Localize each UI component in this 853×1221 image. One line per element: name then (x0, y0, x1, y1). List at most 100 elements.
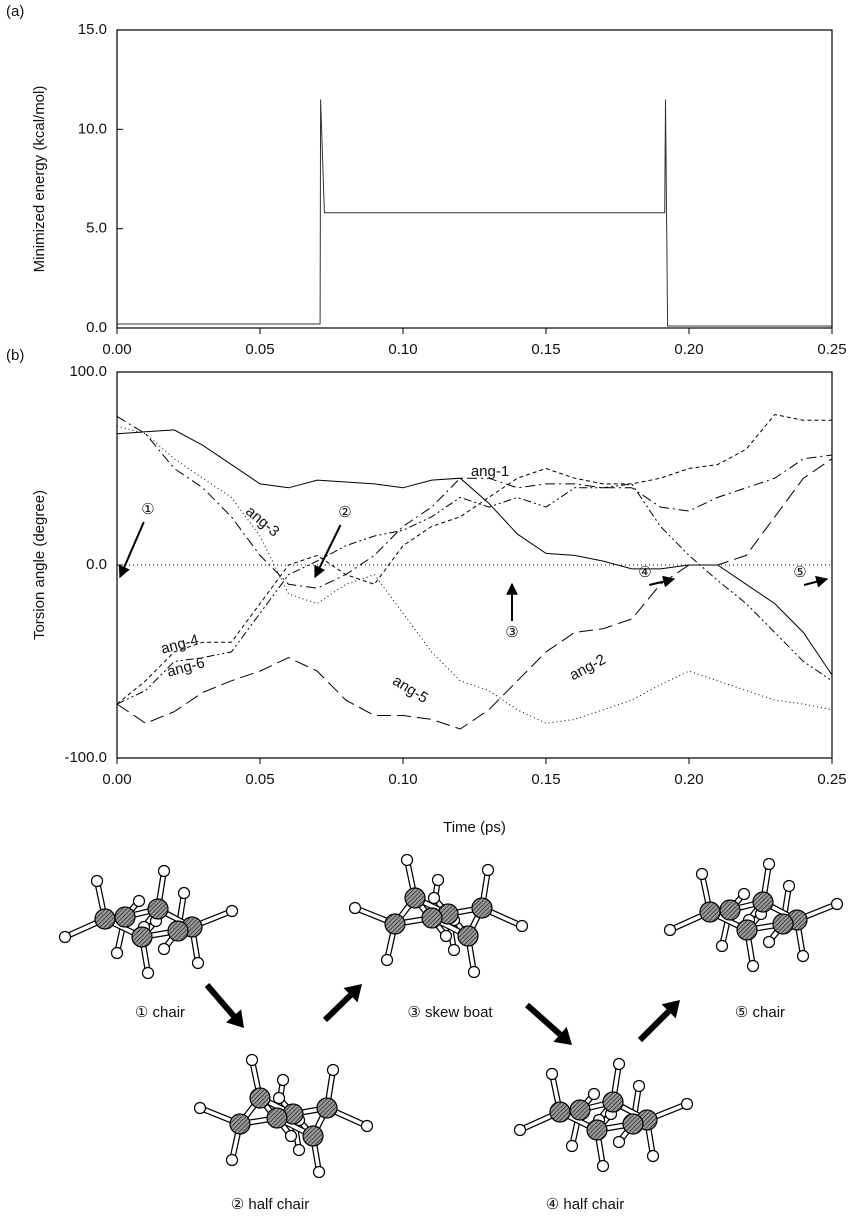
y-tick-label: 5.0 (86, 220, 107, 237)
hydrogen-atom (614, 1137, 625, 1148)
carbon-atom (603, 1092, 623, 1112)
annotation: ⑤ (793, 564, 806, 581)
hydrogen-atom (429, 893, 440, 904)
energy-line (117, 100, 832, 327)
annotation-arrow (120, 522, 144, 577)
panel-label: (a) (6, 3, 24, 20)
carbon-atom (737, 920, 757, 940)
series-label: ang-6 (165, 654, 206, 680)
hydrogen-atom (286, 1131, 297, 1142)
hydrogen-atom (433, 875, 444, 886)
carbon-atom (405, 888, 425, 908)
y-tick-label: -100.0 (64, 749, 107, 766)
hydrogen-atom (60, 932, 71, 943)
carbon-atom (570, 1100, 590, 1120)
x-tick-label: 0.00 (102, 341, 131, 358)
molecule (350, 855, 528, 978)
hydrogen-atom (227, 906, 238, 917)
annotation: ③ (505, 624, 518, 641)
molecule (515, 1059, 693, 1172)
carbon-atom (550, 1102, 570, 1122)
hydrogen-atom (784, 881, 795, 892)
molecule (60, 866, 238, 979)
hydrogen-atom (112, 948, 123, 959)
hydrogen-atom (517, 921, 528, 932)
hydrogen-atom (682, 1099, 693, 1110)
x-tick-label: 0.10 (388, 771, 417, 788)
carbon-atom (267, 1108, 287, 1128)
hydrogen-atom (832, 899, 843, 910)
molecule (665, 859, 843, 972)
hydrogen-atom (382, 955, 393, 966)
series-label: ang-4 (159, 631, 200, 657)
hydrogen-atom (179, 888, 190, 899)
hydrogen-atom (739, 889, 750, 900)
carbon-atom (317, 1098, 337, 1118)
hydrogen-atom (634, 1081, 645, 1092)
hydrogen-atom (362, 1121, 373, 1132)
step-arrow-shaft (640, 1011, 669, 1040)
hydrogen-atom (350, 903, 361, 914)
plot-frame (117, 372, 832, 758)
hydrogen-atom (328, 1065, 339, 1076)
hydrogen-atom (134, 896, 145, 907)
torsion-line (117, 484, 832, 704)
y-tick-label: 100.0 (69, 363, 107, 380)
annotation: ④ (638, 564, 651, 581)
x-tick-label: 0.20 (674, 771, 703, 788)
hydrogen-atom (469, 967, 480, 978)
x-tick-label: 0.10 (388, 341, 417, 358)
carbon-atom (303, 1126, 323, 1146)
figure: (a)0.05.010.015.00.000.050.100.150.200.2… (0, 0, 853, 1221)
hydrogen-atom (247, 1055, 258, 1066)
hydrogen-atom (717, 941, 728, 952)
hydrogen-atom (193, 958, 204, 969)
hydrogen-atom (294, 1145, 305, 1156)
hydrogen-atom (567, 1141, 578, 1152)
x-tick-label: 0.20 (674, 341, 703, 358)
carbon-atom (753, 892, 773, 912)
conformer-label: ④ half chair (546, 1196, 624, 1213)
series-label: ang-3 (242, 503, 282, 541)
hydrogen-atom (589, 1089, 600, 1100)
carbon-atom (115, 907, 135, 927)
x-tick-label: 0.15 (531, 341, 560, 358)
hydrogen-atom (278, 1075, 289, 1086)
annotation: ② (338, 504, 351, 521)
conformer-label: ① chair (135, 1004, 185, 1021)
hydrogen-atom (665, 925, 676, 936)
annotation: ① (141, 501, 154, 518)
conformer-label: ⑤ chair (735, 1004, 785, 1021)
annotation-arrow (649, 579, 674, 585)
hydrogen-atom (195, 1103, 206, 1114)
carbon-atom (148, 899, 168, 919)
series-label: ang-1 (471, 463, 509, 480)
hydrogen-atom (314, 1167, 325, 1178)
hydrogen-atom (764, 859, 775, 870)
hydrogen-atom (515, 1125, 526, 1136)
hydrogen-atom (614, 1059, 625, 1070)
conformer-label: ② half chair (231, 1196, 309, 1213)
hydrogen-atom (764, 937, 775, 948)
y-tick-label: 0.0 (86, 556, 107, 573)
x-axis-label: Time (ps) (443, 819, 506, 836)
hydrogen-atom (227, 1155, 238, 1166)
hydrogen-atom (798, 951, 809, 962)
y-axis-label: Minimized energy (kcal/mol) (31, 86, 48, 273)
hydrogen-atom (143, 968, 154, 979)
panel-label: (b) (6, 347, 24, 364)
conformer-label: ③ skew boat (407, 1004, 493, 1021)
carbon-atom (95, 909, 115, 929)
hydrogen-atom (598, 1161, 609, 1172)
hydrogen-atom (697, 869, 708, 880)
hydrogen-atom (92, 876, 103, 887)
molecule (195, 1055, 373, 1178)
x-tick-label: 0.15 (531, 771, 560, 788)
torsion-line (117, 415, 832, 705)
hydrogen-atom (159, 866, 170, 877)
hydrogen-atom (449, 945, 460, 956)
y-tick-label: 15.0 (78, 21, 107, 38)
x-tick-label: 0.25 (817, 771, 846, 788)
x-tick-label: 0.00 (102, 771, 131, 788)
plot-frame (117, 30, 832, 328)
